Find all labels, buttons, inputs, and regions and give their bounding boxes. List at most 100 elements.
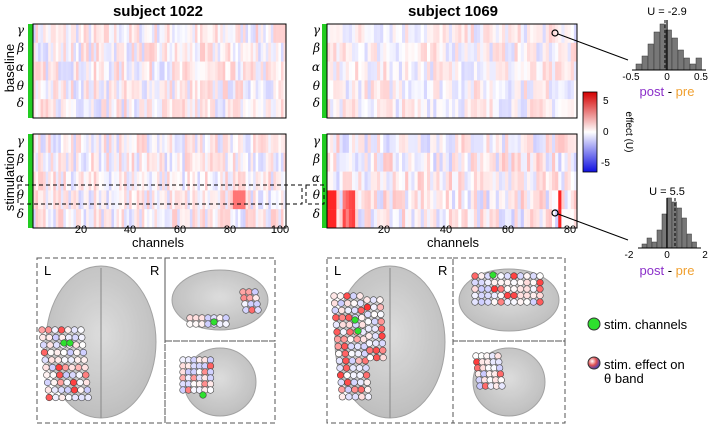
heatmap-cell (53, 190, 57, 210)
heatmap-cell (184, 209, 188, 229)
heatmap-cell (442, 134, 447, 153)
heatmap-cell (533, 152, 537, 172)
electrode-dot (372, 346, 380, 355)
heatmap-cell (184, 80, 188, 100)
heatmap-cell (222, 80, 226, 100)
heatmap-cell (330, 209, 334, 229)
heatmap-cell (177, 42, 181, 62)
heatmap-cell (377, 99, 381, 119)
heatmap-cell (489, 42, 494, 62)
heatmap-cell (98, 42, 102, 62)
heatmap-cell (48, 42, 52, 62)
title-subject-1069: subject 1069 (408, 3, 498, 20)
heatmap-cell (327, 80, 331, 100)
hist-bar (641, 55, 648, 71)
heatmap-cell (414, 152, 419, 172)
heatmap-cell (383, 61, 387, 81)
heatmap-cell (212, 80, 216, 100)
heatmap-cell (333, 152, 337, 172)
heatmap-cell (83, 171, 87, 191)
heatmap-cell (156, 24, 160, 43)
heatmap-cell (570, 61, 575, 81)
electrode-dot (48, 363, 57, 372)
electrode-dot (376, 303, 385, 311)
heatmap-cell (202, 80, 206, 100)
heatmap-cell (202, 61, 206, 81)
electrode-dot (357, 386, 365, 394)
heatmap-cell (235, 99, 239, 119)
heatmap-cell (129, 24, 133, 43)
heatmap-cell (38, 152, 41, 172)
heatmap-cell (380, 209, 384, 229)
heatmap-cell (179, 152, 183, 172)
heatmap-cell (194, 61, 198, 81)
heatmap-cell (458, 80, 462, 100)
heatmap-cell (111, 134, 115, 153)
heatmap-cell (461, 99, 465, 119)
heatmap-cell (134, 99, 138, 119)
heatmap-cell (111, 209, 115, 229)
heatmap-cell (156, 99, 160, 119)
heatmap-cell (63, 61, 67, 81)
electrode-dot (510, 285, 518, 293)
heatmap-cell (477, 24, 481, 43)
heatmap-cell (225, 42, 229, 62)
heatmap-cell (392, 134, 397, 153)
heatmap-cell (207, 80, 211, 100)
heatmap-cell (389, 209, 394, 229)
heatmap-cell (68, 80, 72, 100)
heatmap-cell (98, 152, 102, 172)
heatmap-cell (542, 99, 547, 119)
electrode-dot (58, 393, 66, 402)
heatmap-cell (108, 134, 112, 153)
heatmap-cell (144, 134, 148, 153)
heatmap-cell (58, 134, 62, 153)
heatmap-cell (38, 209, 41, 229)
heatmap-cell (367, 171, 372, 191)
heatmap-cell (167, 61, 171, 81)
heatmap-cell (433, 209, 437, 229)
heatmap-cell (172, 42, 176, 62)
electrode-dot (360, 335, 368, 343)
heatmap-cell (169, 42, 173, 62)
heatmap-cell (370, 209, 375, 229)
band-gamma: γ (17, 134, 25, 148)
heatmap-cell (68, 99, 72, 119)
heatmap-cell (126, 80, 130, 100)
heatmap-cell (280, 134, 284, 153)
heatmap-cell (411, 61, 415, 81)
heatmap-cell (260, 171, 264, 191)
heatmap-cell (417, 80, 422, 100)
heatmap-cell (265, 42, 269, 62)
heatmap-cell (253, 99, 257, 119)
heatmap-cell (119, 24, 122, 43)
heatmap-cell (461, 152, 465, 172)
heatmap-cell (230, 134, 234, 153)
heatmap-cell (96, 80, 100, 100)
heatmap-cell (455, 209, 459, 229)
band-gamma: γ (17, 23, 25, 37)
heatmap-cell (258, 134, 262, 153)
heatmap-cell (283, 190, 287, 210)
heatmap-cell (273, 61, 277, 81)
heatmap-cell (232, 171, 236, 191)
heatmap-cell (520, 42, 525, 62)
heatmap-cell (417, 209, 422, 229)
heatmap-cell (108, 24, 112, 43)
heatmap-cell (564, 42, 569, 62)
heatmap-cell (517, 42, 522, 62)
heatmap-cell (275, 24, 279, 43)
heatmap-cell (43, 80, 47, 100)
heatmap-cell (182, 61, 186, 81)
band-beta: β (312, 41, 320, 55)
heatmap-cell (423, 80, 428, 100)
heatmap-cell (380, 42, 384, 62)
heatmap-cell (345, 80, 350, 100)
heatmap-cell (383, 190, 387, 210)
heatmap-cell (423, 134, 428, 153)
heatmap-cell (93, 171, 97, 191)
heatmap-cell (240, 152, 244, 172)
heatmap-cell (473, 80, 478, 100)
heatmap-cell (194, 99, 198, 119)
heatmap-cell (116, 134, 120, 153)
